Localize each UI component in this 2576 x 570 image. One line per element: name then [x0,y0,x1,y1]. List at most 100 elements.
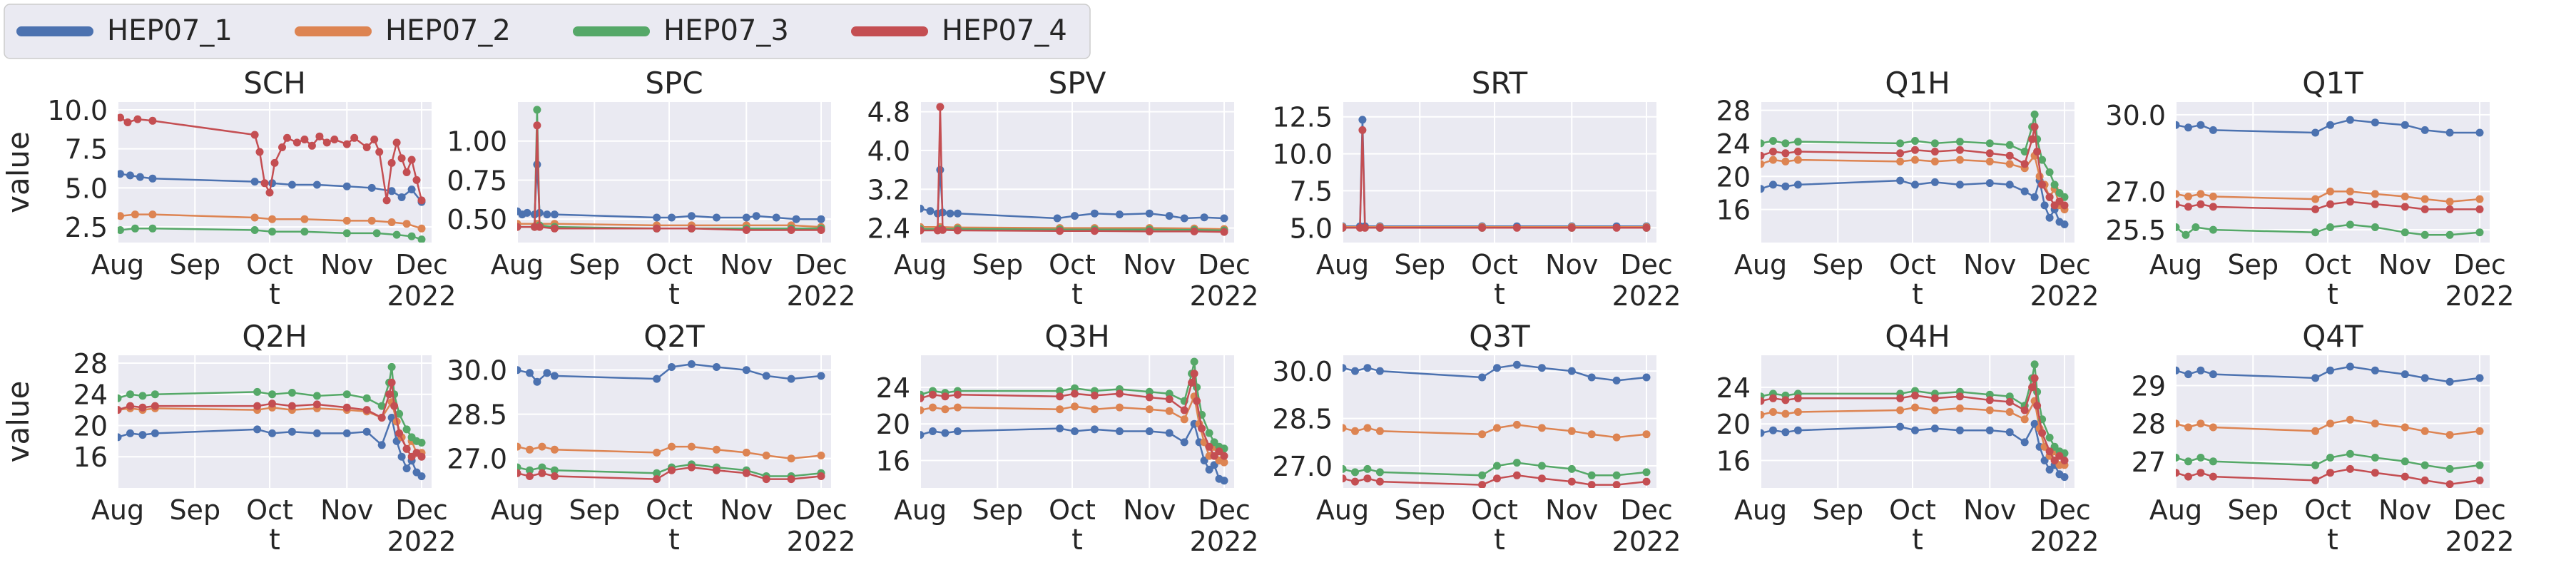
data-point-hep07_4 [417,452,426,461]
data-point-hep07_2 [1955,404,1964,412]
data-point-hep07_3 [2420,230,2429,239]
data-point-hep07_4 [1220,228,1228,236]
data-point-hep07_1 [268,429,276,437]
subplot-title: Q1T [2302,66,2363,101]
data-point-hep07_4 [1896,394,1905,402]
data-point-hep07_4 [1375,477,1384,486]
x-axis-label: t [1071,524,1083,556]
data-point-hep07_4 [742,469,750,477]
data-point-hep07_3 [1761,139,1765,148]
data-point-hep07_4 [287,402,296,410]
data-point-hep07_4 [2033,148,2042,156]
data-point-hep07_1 [653,375,661,383]
y-tick-label: 1.00 [447,126,507,158]
x-tick-label: Nov [1123,249,1176,280]
y-tick-label: 4.8 [867,97,910,128]
data-point-hep07_4 [687,463,696,472]
data-point-hep07_4 [1360,223,1369,232]
data-point-hep07_4 [2060,457,2069,464]
x-axis-label: t [1912,524,1923,556]
data-point-hep07_1 [2371,366,2379,375]
data-point-hep07_1 [1056,424,1064,433]
subplot-title: Q1H [1885,66,1950,101]
data-point-hep07_4 [2401,472,2409,481]
data-point-hep07_3 [151,390,159,399]
data-point-hep07_2 [1985,406,1994,414]
data-point-hep07_1 [543,369,551,377]
data-point-hep07_3 [550,466,559,474]
data-point-hep07_1 [1145,209,1154,218]
x-tick-label: Oct [1471,249,1518,280]
y-tick-label: 20 [1716,409,1751,440]
data-point-hep07_3 [312,392,321,400]
data-point-hep07_3 [1363,464,1372,473]
data-point-hep07_2 [2420,195,2429,203]
data-point-hep07_1 [1793,180,1802,189]
y-tick-label: 24 [876,372,910,404]
data-point-hep07_4 [1358,126,1367,134]
data-point-hep07_2 [2311,195,2320,203]
y-tick-label: 28.5 [447,399,507,431]
data-point-hep07_2 [1056,405,1064,414]
data-point-hep07_1 [2030,193,2039,201]
data-point-hep07_4 [1769,148,1777,156]
data-point-hep07_3 [417,439,426,447]
data-point-hep07_4 [2371,469,2379,477]
data-point-hep07_4 [412,175,421,184]
data-point-hep07_4 [1056,227,1064,235]
data-point-hep07_2 [2184,423,2192,432]
subplot-title: SPC [645,66,703,101]
data-point-hep07_3 [2445,230,2454,239]
data-point-hep07_4 [2176,200,2180,208]
data-point-hep07_4 [526,472,534,480]
y-tick-label: 28 [73,348,108,380]
data-point-hep07_4 [385,390,394,399]
series-group [517,106,825,234]
y-tick-label: 0.75 [447,165,507,196]
data-point-hep07_4 [1071,390,1079,398]
data-point-hep07_1 [362,427,371,436]
x-tick-label: Aug [1316,249,1369,280]
data-point-hep07_3 [2209,457,2217,466]
data-point-hep07_4 [1478,481,1487,488]
data-point-hep07_4 [402,444,411,453]
data-point-hep07_4 [2050,457,2059,464]
data-point-hep07_3 [2030,360,2039,369]
data-point-hep07_1 [762,372,770,380]
data-point-hep07_4 [1090,391,1099,399]
data-point-hep07_1 [2420,126,2429,134]
data-point-hep07_4 [1955,392,1964,401]
data-point-hep07_2 [1955,156,1964,164]
data-point-hep07_3 [1781,139,1790,148]
data-point-hep07_2 [550,445,559,454]
x-tick-label: Dec [1198,249,1251,280]
data-point-hep07_2 [1896,406,1905,414]
x-tick-label: Nov [1963,249,2016,280]
data-point-hep07_3 [2045,433,2054,442]
data-point-hep07_4 [387,378,396,387]
series-group [1343,116,1651,232]
x-year-label: 2022 [1190,280,1259,312]
x-tick-label: Aug [1734,494,1787,526]
data-point-hep07_3 [2371,223,2379,231]
data-point-hep07_3 [407,232,416,240]
x-tick-label: Oct [2304,494,2351,526]
data-point-hep07_1 [1985,426,1994,434]
data-point-hep07_2 [2445,431,2454,439]
data-point-hep07_1 [712,363,721,371]
plot-area [118,355,432,488]
data-point-hep07_4 [387,158,396,167]
x-year-label: 2022 [2445,280,2515,312]
data-point-hep07_4 [2445,205,2454,213]
y-tick-label: 7.5 [1290,175,1333,207]
series-group [920,103,1228,236]
data-point-hep07_1 [2445,128,2454,137]
x-tick-label: Dec [1198,494,1251,526]
data-point-hep07_4 [395,429,404,437]
data-point-hep07_4 [1985,149,1994,158]
data-point-hep07_2 [653,448,661,457]
data-point-hep07_1 [253,425,262,434]
y-tick-label: 10.0 [47,95,108,126]
